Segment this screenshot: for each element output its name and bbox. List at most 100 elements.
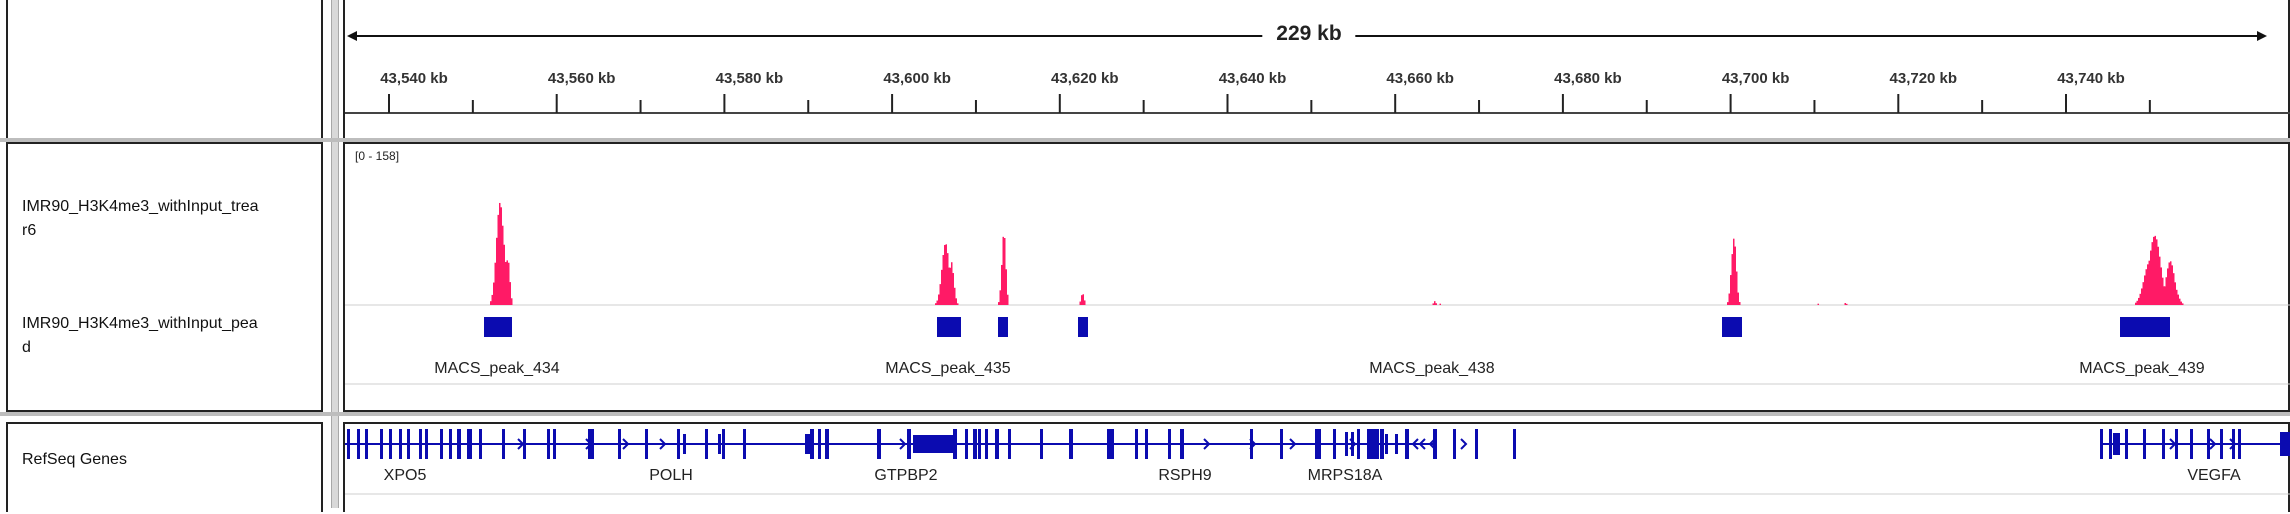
signal-bar (2159, 256, 2161, 305)
gene-exon (2207, 429, 2210, 459)
gene-label[interactable]: XPO5 (383, 467, 427, 484)
gene-exon (645, 434, 648, 454)
peak-box (1722, 317, 1742, 337)
signal-bar (508, 262, 510, 305)
gene-exon (805, 434, 810, 454)
gene-exon (953, 429, 957, 459)
peak-label[interactable]: MACS_peak_434 (434, 360, 560, 377)
signal-bar (2147, 264, 2149, 305)
signal-bar (1439, 303, 1441, 305)
signal-bar (503, 294, 505, 305)
gene-exon (2220, 429, 2223, 459)
signal-bar (491, 294, 493, 305)
signal-bar (2167, 268, 2169, 305)
gene-exon (2109, 429, 2112, 459)
gene-exon (2190, 429, 2193, 459)
signal-bar (1435, 303, 1437, 305)
ruler-panel[interactable]: 229 kb 43,540 kb 43,560 kb 43,580 kb 43,600… (343, 0, 2290, 140)
signal-bar (511, 298, 513, 305)
gene-strand-arrow (1289, 438, 1297, 450)
gene-strand-arrow (1428, 438, 1436, 450)
ruler-tick-label: 43,580 kb (715, 70, 784, 87)
signal-bar (494, 262, 496, 305)
signal-bar (1733, 238, 1735, 305)
gene-exon (1405, 429, 1409, 459)
gene-exon (1513, 429, 1516, 459)
gene-label[interactable]: MRPS18A (1307, 467, 1383, 484)
signal-bar (1002, 236, 1004, 305)
gene-exon (2280, 432, 2290, 456)
signal-bar (2136, 300, 2138, 305)
peak-track-name[interactable]: IMR90_H3K4me3_withInput_pea d (22, 315, 258, 356)
gene-exon (419, 429, 422, 459)
peak-box (484, 317, 512, 337)
gene-exon (718, 434, 721, 454)
ruler-tick-label: 43,720 kb (1889, 70, 1958, 87)
signal-bar (939, 284, 941, 305)
gene-exon (357, 429, 360, 459)
gene-strand-arrow (1249, 438, 1257, 450)
signal-bar (502, 302, 504, 305)
gene-exon (1180, 429, 1184, 459)
gene-exon (365, 429, 368, 459)
gene-label[interactable]: VEGFA (2187, 467, 2241, 484)
signal-bar (999, 290, 1001, 305)
gene-exon (553, 429, 556, 459)
gene-exon (467, 429, 472, 459)
gene-exon (677, 429, 680, 459)
gene-exon (995, 429, 999, 459)
gene-exon (457, 429, 461, 459)
signal-bar (2154, 235, 2156, 305)
peak-label[interactable]: MACS_peak_435 (885, 360, 1011, 377)
signal-bar (998, 302, 1000, 305)
gene-exon (978, 429, 981, 459)
gene-exon (2125, 429, 2128, 459)
gene-exon (1395, 434, 1398, 454)
gene-label[interactable]: RSPH9 (1158, 467, 1212, 484)
gene-exon (973, 429, 976, 459)
signal-bar (951, 262, 953, 305)
signal-track-name[interactable]: IMR90_H3K4me3_withInput_trea r6 (22, 198, 259, 239)
gene-exon (2162, 429, 2165, 459)
signal-bar (945, 303, 947, 305)
gene-track-panel[interactable]: XPO5 POLH GTPBP2 RSPH9 MRPS18A VEGFA (343, 422, 2290, 512)
peak-label[interactable]: MACS_peak_438 (1369, 360, 1495, 377)
signal-bar (942, 255, 944, 305)
gene-models (345, 429, 2290, 459)
gene-exon (1145, 429, 1148, 459)
gene-strand-arrow (1349, 438, 1357, 450)
gene-strand-arrow (2169, 438, 2177, 450)
span-arrow-right (2257, 31, 2267, 41)
gene-exon (389, 429, 392, 459)
signal-bar (502, 225, 504, 305)
signal-bar (1004, 238, 1006, 305)
signal-bar (503, 244, 505, 305)
peak-label[interactable]: MACS_peak_439 (2079, 360, 2205, 377)
signal-bar (2165, 277, 2167, 305)
signal-bar (499, 202, 501, 305)
gene-exon (347, 429, 350, 459)
signal-bar (938, 294, 940, 305)
signal-bar (506, 260, 508, 305)
gene-track-bottom-line (345, 493, 2290, 495)
gene-label[interactable]: POLH (649, 467, 693, 484)
data-tracks-panel[interactable]: [0 - 158] MACS_peak_434 MACS_peak_435 MACS… (343, 142, 2290, 412)
signal-bar (2174, 282, 2176, 305)
signal-bar (2171, 265, 2173, 305)
signal-bar (2176, 289, 2178, 305)
signal-bar (496, 237, 498, 305)
panel-divider[interactable] (331, 0, 339, 508)
signal-bar (1728, 293, 1730, 305)
signal-bar (1079, 301, 1081, 305)
peak-box (998, 317, 1008, 337)
signal-bar (2144, 275, 2146, 305)
signal-range-label: [0 - 158] (355, 149, 400, 163)
peak-box (1078, 317, 1088, 337)
gene-exon (1040, 429, 1043, 459)
signal-bar (497, 214, 499, 305)
gene-exon (743, 429, 746, 459)
gene-track-name[interactable]: RefSeq Genes (22, 451, 127, 468)
gene-label[interactable]: GTPBP2 (874, 467, 938, 484)
gene-track-svg (345, 429, 2290, 459)
signal-bar (2153, 236, 2155, 305)
